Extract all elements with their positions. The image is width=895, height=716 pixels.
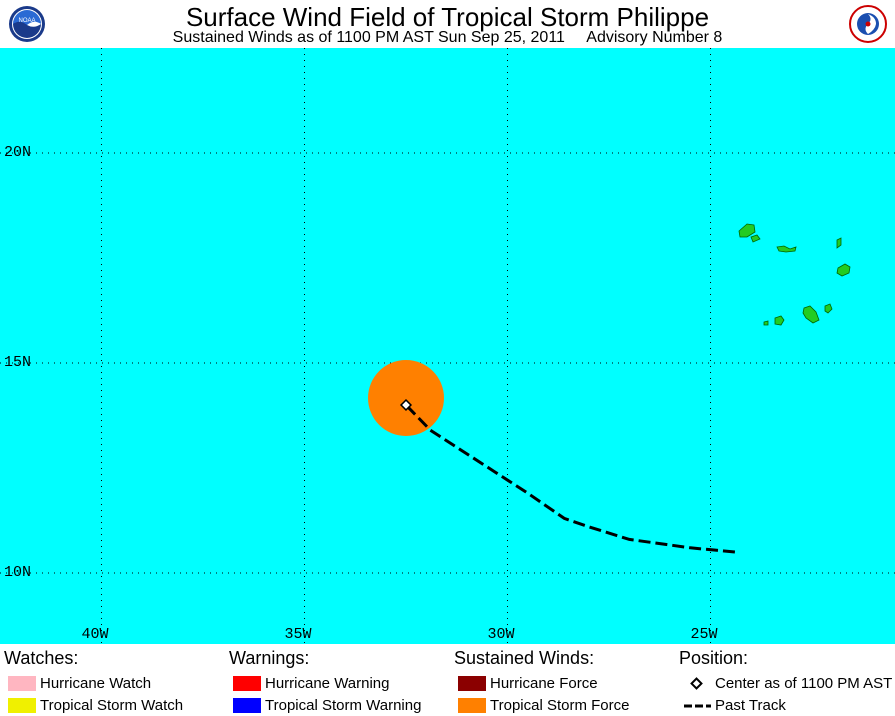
hurricane-force-swatch	[458, 676, 486, 691]
page-title: Surface Wind Field of Tropical Storm Phi…	[185, 2, 710, 32]
island-maio	[824, 303, 833, 314]
lat-label-15n: 15N	[4, 354, 32, 371]
island-brava	[763, 320, 769, 326]
island-sal	[836, 237, 842, 249]
nws-logo	[849, 5, 887, 43]
tropical-storm-wind-field	[368, 360, 444, 436]
island-boa-vista	[836, 263, 851, 277]
legend-warnings: Warnings: Hurricane Warning Tropical Sto…	[229, 648, 421, 714]
storm-center-marker	[399, 398, 413, 412]
lat-label-20n: 20N	[4, 144, 32, 161]
hurricane-warning-label: Hurricane Warning	[265, 675, 390, 692]
island-santiago	[802, 305, 820, 324]
hurricane-force-label: Hurricane Force	[490, 675, 598, 692]
map-canvas	[0, 48, 895, 644]
lon-label-40w: 40W	[81, 626, 109, 643]
legend-position: Position: Center as of 1100 PM AST Past …	[679, 648, 892, 714]
lon-label-30w: 30W	[487, 626, 515, 643]
hurricane-watch-label: Hurricane Watch	[40, 675, 152, 692]
tropical-storm-force-swatch	[458, 698, 486, 713]
cape-verde-islands	[738, 223, 851, 326]
lat-lon-grid	[0, 48, 895, 644]
past-track-label: Past Track	[715, 697, 786, 714]
legend: Watches: Hurricane Watch Tropical Storm …	[0, 644, 895, 716]
past-track-icon	[684, 704, 711, 708]
center-position-label: Center as of 1100 PM AST	[715, 675, 893, 692]
svg-text:NOAA: NOAA	[18, 18, 35, 24]
legend-position-heading: Position:	[679, 648, 749, 668]
legend-watches-heading: Watches:	[4, 648, 79, 668]
tropical-storm-watch-label: Tropical Storm Watch	[40, 697, 184, 714]
map-area: 20N 15N 10N 40W 35W 30W 25W	[0, 48, 895, 644]
tropical-storm-force-label: Tropical Storm Force	[490, 697, 630, 714]
tropical-storm-warning-label: Tropical Storm Warning	[265, 697, 422, 714]
island-sao-nicolau	[776, 245, 797, 253]
legend-winds-heading: Sustained Winds:	[454, 648, 595, 668]
island-santo-antao	[738, 223, 756, 238]
center-diamond-icon	[690, 677, 703, 690]
hurricane-warning-swatch	[233, 676, 261, 691]
legend-watches: Watches: Hurricane Watch Tropical Storm …	[4, 648, 183, 714]
lat-label-10n: 10N	[4, 564, 32, 581]
hurricane-watch-swatch	[8, 676, 36, 691]
tropical-storm-warning-swatch	[233, 698, 261, 713]
past-track-line	[404, 403, 736, 554]
lon-label-35w: 35W	[284, 626, 312, 643]
lon-label-25w: 25W	[690, 626, 718, 643]
island-fogo	[774, 315, 785, 326]
tropical-storm-watch-swatch	[8, 698, 36, 713]
island-sao-vicente	[750, 234, 761, 243]
legend-sustained-winds: Sustained Winds: Hurricane Force Tropica…	[454, 648, 629, 714]
header: NOAA Surface Wind Field of Tropical Stor…	[0, 0, 895, 48]
legend-warnings-heading: Warnings:	[229, 648, 310, 668]
noaa-logo: NOAA	[8, 5, 46, 43]
page-subtitle: Sustained Winds as of 1100 PM AST Sun Se…	[172, 29, 723, 46]
